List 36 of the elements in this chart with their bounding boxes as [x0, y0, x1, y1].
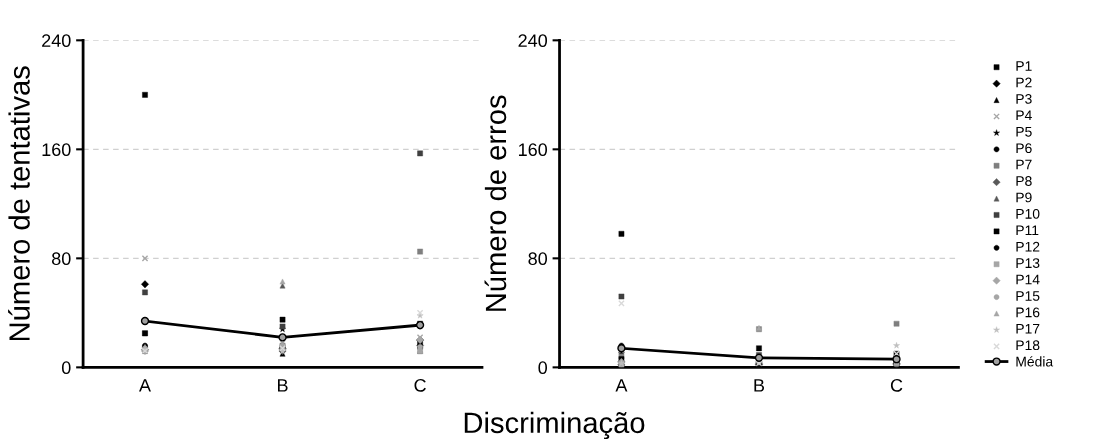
x-tick-label: C	[414, 378, 426, 392]
x-axis-title: Discriminação	[464, 411, 645, 440]
y-tick-label: 240	[518, 34, 548, 48]
x-tick-label: C	[890, 378, 903, 392]
y-tick-label: 240	[42, 34, 71, 48]
legend-label: P17	[1016, 324, 1040, 334]
y-tick-label: 160	[518, 143, 548, 157]
legend-label: P12	[1016, 241, 1040, 252]
legend-label: P6	[1016, 143, 1032, 154]
legend-label: P14	[1016, 274, 1040, 285]
legend-label: P8	[1016, 176, 1032, 186]
x-tick-label: B	[754, 379, 765, 392]
y-tick-label: 0	[61, 361, 71, 375]
y-axis-title: Número de tentativas	[8, 66, 30, 341]
legend-label: P1	[1016, 61, 1032, 71]
legend-label: P18	[1016, 340, 1040, 351]
legend-label: P3	[1016, 94, 1032, 104]
legend-label: P16	[1016, 307, 1040, 318]
legend-label: P2	[1016, 77, 1032, 88]
legend-label: P5	[1016, 126, 1032, 137]
legend-label: Média	[1016, 356, 1054, 367]
legend-label: P15	[1016, 291, 1040, 301]
y-tick-label: 0	[538, 361, 548, 375]
x-tick-label: A	[615, 379, 628, 392]
legend-label: P9	[1016, 192, 1032, 203]
legend-label: P7	[1016, 159, 1032, 170]
y-tick-label: 80	[52, 252, 71, 266]
legend-label: P11	[1016, 225, 1039, 236]
y-tick-label: 80	[528, 252, 548, 266]
legend-label: P13	[1016, 258, 1040, 269]
x-tick-label: B	[278, 379, 288, 392]
x-tick-label: A	[139, 379, 151, 392]
legend-label: P10	[1016, 208, 1040, 219]
y-axis-title: Número de erros	[484, 95, 507, 311]
legend-label: P4	[1016, 110, 1032, 121]
y-tick-label: 160	[42, 143, 71, 157]
